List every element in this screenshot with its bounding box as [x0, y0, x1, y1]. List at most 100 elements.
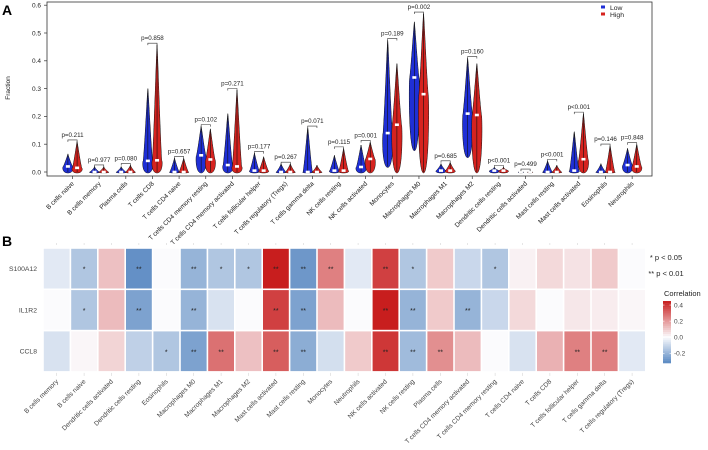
colorbar-segment — [663, 338, 671, 341]
high-median-marker — [581, 157, 586, 161]
colorbar-segment — [663, 325, 671, 329]
colorbar-segment — [663, 352, 671, 356]
low-median-marker — [412, 76, 417, 79]
p-value-label: p=0.146 — [594, 136, 617, 143]
p-value-label: p=0.102 — [194, 117, 217, 124]
x-tick-label: Neutrophils — [333, 378, 362, 407]
colorbar-segment — [663, 323, 671, 327]
low-median-marker — [199, 154, 204, 157]
p-value-bracket — [600, 143, 611, 147]
heatmap-cell — [153, 248, 180, 289]
significance-mark: ** — [383, 349, 389, 356]
legend-swatch-low — [601, 5, 605, 9]
heatmap-cell — [564, 248, 591, 289]
low-median-marker — [625, 163, 630, 167]
x-tick-label: Dendritic cells resting — [93, 378, 142, 427]
heatmap-cell — [235, 331, 262, 372]
heatmap-cell — [372, 331, 399, 372]
x-tick-label: Neutrophils — [607, 180, 636, 209]
heatmap-cell — [180, 248, 207, 289]
heatmap-cell — [290, 331, 317, 372]
colorbar-segment — [663, 315, 671, 318]
colorbar-segment — [663, 346, 671, 349]
heatmap-cell — [208, 290, 234, 330]
heatmap-cell — [400, 248, 426, 289]
colorbar-title: Correlation — [664, 289, 701, 298]
heatmap-cell — [427, 290, 454, 330]
low-median-marker — [279, 170, 284, 174]
high-median-marker — [288, 170, 293, 174]
heatmap-cell — [537, 331, 563, 372]
heatmap-cell — [454, 331, 481, 372]
colorbar-segment — [663, 303, 671, 306]
low-median-marker — [518, 170, 523, 174]
colorbar-segment — [663, 332, 671, 335]
colorbar-segment — [663, 350, 671, 353]
significance-mark: * — [412, 267, 415, 274]
significance-mark: ** — [191, 267, 197, 274]
heatmap-cell — [591, 248, 618, 289]
significance-mark: ** — [328, 267, 334, 274]
colorbar-segment — [663, 327, 671, 331]
significance-mark: ** — [136, 267, 142, 274]
high-median-marker — [634, 165, 639, 168]
x-tick-label: Dendritic cells activated — [476, 180, 530, 234]
x-tick-label: T cells CD8 — [524, 378, 553, 407]
p-value-label: p=0.189 — [381, 30, 404, 37]
p-value-label: p=0.977 — [88, 157, 111, 164]
x-tick-label: T cells follicular helper — [530, 378, 582, 430]
significance-mark: ** — [301, 349, 307, 356]
heatmap-cell — [180, 290, 207, 330]
p-value-bracket — [494, 165, 504, 168]
significance-mark: ** — [410, 349, 416, 356]
high-median-marker — [394, 123, 399, 127]
heatmap-cell — [317, 290, 344, 330]
low-median-marker — [385, 131, 390, 135]
p-value-label: p=0.848 — [621, 135, 644, 142]
significance-mark: * — [83, 267, 86, 274]
low-median-marker — [359, 165, 364, 169]
heatmap-cell — [454, 248, 481, 289]
p-value-label: p=0.211 — [61, 132, 84, 139]
x-tick-label: Dendritic cells activated — [61, 378, 115, 432]
low-median-marker — [305, 170, 310, 174]
heatmap-cell — [235, 248, 262, 289]
significance-legend: ** p < 0.01 — [648, 269, 683, 278]
colorbar-segment — [663, 348, 671, 351]
heatmap-cell — [317, 331, 344, 372]
heatmap-cell — [509, 290, 536, 330]
p-value-label: p=0.002 — [408, 4, 431, 11]
heatmap-cell — [126, 331, 152, 372]
plot-frame — [46, 1, 653, 177]
colorbar-segment — [663, 307, 671, 310]
y-tick-label: 0.6 — [32, 3, 41, 10]
colorbar-segment — [663, 313, 671, 316]
x-tick-label: B cells memory — [23, 378, 60, 415]
x-tick-label: Monocytes — [369, 180, 397, 208]
p-value-label: p=0.267 — [274, 154, 297, 161]
p-value-bracket — [387, 38, 398, 41]
heatmap-cell — [98, 290, 125, 330]
p-value-label: p<0.001 — [568, 104, 591, 111]
x-tick-label: Plasma cells — [98, 180, 129, 211]
x-tick-label: Eosinophils — [141, 378, 170, 407]
heatmap-cell — [71, 248, 97, 289]
p-value-bracket — [120, 163, 131, 166]
colorbar-segment — [663, 301, 671, 304]
legend-swatch-high — [601, 12, 605, 16]
heatmap-cell — [180, 331, 207, 372]
heatmap-cell — [317, 248, 344, 289]
heatmap-cell — [126, 248, 152, 289]
significance-mark: ** — [602, 349, 608, 356]
colorbar-segment — [663, 340, 671, 343]
p-value-bracket — [467, 56, 478, 59]
significance-mark: ** — [191, 349, 197, 356]
heatmap-cell — [98, 248, 125, 289]
x-tick-label: Dendritic cells resting — [454, 180, 503, 229]
high-median-marker — [75, 166, 80, 170]
p-value-label: p<0.001 — [541, 151, 564, 158]
colorbar-segment — [663, 305, 671, 308]
heatmap-cell — [153, 290, 180, 330]
p-value-bracket — [547, 159, 558, 162]
